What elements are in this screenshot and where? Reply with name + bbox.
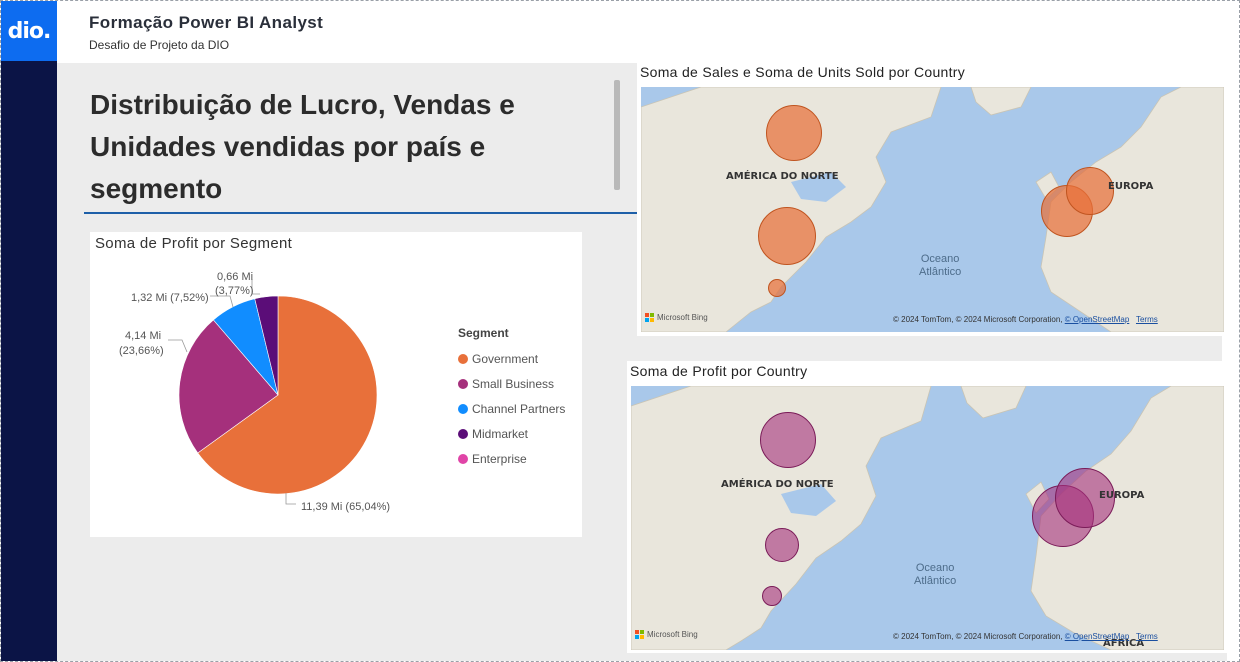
legend-item-midmarket[interactable]: Midmarket (458, 421, 565, 446)
label-midmarket-value: 0,66 Mi (217, 271, 253, 283)
pie-legend: Segment Government Small Business Channe… (458, 326, 565, 471)
map-land-shapes (641, 87, 1224, 332)
legend-item-channel-partners[interactable]: Channel Partners (458, 396, 565, 421)
label-channel-partners: 1,32 Mi (7,52%) (131, 292, 209, 304)
bubble-mexico[interactable] (768, 279, 786, 297)
pie-chart-card[interactable]: Soma de Profit por Segment 0,66 Mi (3,77… (90, 232, 582, 537)
microsoft-logo-icon (645, 313, 654, 322)
map2-attrib-text: © 2024 TomTom, © 2024 Microsoft Corporat… (893, 632, 1065, 641)
bubble-canada[interactable] (766, 105, 822, 161)
pie-slice-small-business[interactable] (178, 319, 279, 454)
map2-label-africa: ÁFRICA (1103, 638, 1145, 649)
bubble-germany-profit[interactable] (1055, 468, 1115, 528)
bubble-germany[interactable] (1066, 167, 1114, 215)
heading-line-1: Distribuição de Lucro, Vendas e (90, 89, 515, 120)
map2-attribution: © 2024 TomTom, © 2024 Microsoft Corporat… (893, 632, 1158, 641)
report-header: Formação Power BI Analyst Desafio de Pro… (57, 1, 1227, 63)
label-midmarket-pct: (3,77%) (215, 285, 254, 297)
microsoft-logo-icon (635, 630, 644, 639)
legend-dot-midmarket (458, 428, 468, 439)
page-heading: Distribuição de Lucro, Vendas e Unidades… (90, 84, 590, 210)
legend-dot-small-business (458, 378, 468, 389)
label-government: 11,39 Mi (65,04%) (301, 501, 390, 513)
logo-text: dio. (7, 18, 52, 44)
legend-title: Segment (458, 326, 509, 340)
pie-slice-midmarket[interactable] (254, 295, 279, 396)
map-sales-units[interactable]: AMÉRICA DO NORTE EUROPA Oceano Atlântico… (641, 87, 1224, 332)
map1-ocean-line-1: Oceano (920, 253, 960, 265)
legend-item-small-business[interactable]: Small Business (458, 371, 565, 396)
legend-dot-channel-partners (458, 403, 468, 414)
sidebar: dio. (1, 1, 57, 661)
legend-label-channel-partners: Channel Partners (472, 401, 566, 416)
map2-label-europe: EUROPA (1099, 490, 1145, 501)
map2-ocean-line-2: Atlântico (914, 575, 957, 587)
map1-label-north-america: AMÉRICA DO NORTE (726, 171, 839, 182)
map-sales-units-card[interactable]: Soma de Sales e Soma de Units Sold por C… (637, 63, 1228, 336)
map-profit-title: Soma de Profit por Country (630, 363, 808, 379)
heading-divider (84, 212, 637, 214)
pie-chart-title: Soma de Profit por Segment (95, 235, 293, 252)
map1-ocean-label: Oceano Atlântico (919, 253, 961, 279)
legend-dot-government (458, 353, 468, 364)
legend-dot-enterprise (458, 453, 468, 464)
pie-slice-government[interactable] (197, 295, 378, 495)
map2-bing-text: Microsoft Bing (647, 630, 698, 639)
bubble-usa[interactable] (758, 207, 816, 265)
map2-ocean-label: Oceano Atlântico (914, 562, 956, 588)
bubble-usa-profit[interactable] (765, 528, 799, 562)
map-sales-units-title: Soma de Sales e Soma de Units Sold por C… (640, 64, 966, 80)
leader-line-midmarket (251, 279, 260, 295)
map1-bing-logo: Microsoft Bing (645, 313, 708, 322)
map1-label-europe: EUROPA (1108, 181, 1154, 192)
map2-osm-link[interactable]: © OpenStreetMap (1064, 632, 1130, 641)
report-subtitle: Desafio de Projeto da DIO (89, 38, 230, 52)
dio-logo: dio. (1, 1, 57, 61)
text-scrollbar[interactable] (614, 80, 620, 190)
map-profit[interactable]: AMÉRICA DO NORTE EUROPA ÁFRICA Oceano At… (631, 386, 1224, 650)
legend-item-government[interactable]: Government (458, 346, 565, 371)
label-small-business-value: 4,14 Mi (125, 330, 161, 342)
legend-label-government: Government (472, 351, 539, 366)
bubble-canada-profit[interactable] (760, 412, 816, 468)
map1-bing-text: Microsoft Bing (657, 313, 708, 322)
map2-bing-logo: Microsoft Bing (635, 630, 698, 639)
map-profit-card[interactable]: Soma de Profit por Country AMÉRICA DO NO… (627, 361, 1228, 653)
map1-terms-link[interactable]: Terms (1135, 315, 1158, 324)
heading-line-2: Unidades vendidas por país e (90, 131, 486, 162)
map2-land-shapes (631, 386, 1224, 650)
map1-ocean-line-2: Atlântico (919, 266, 962, 278)
map2-label-north-america: AMÉRICA DO NORTE (721, 479, 834, 490)
pie-chart[interactable]: 0,66 Mi (3,77%) 1,32 Mi (7,52%) 4,14 Mi … (90, 232, 582, 537)
legend-label-small-business: Small Business (472, 376, 555, 391)
leader-line-channel-partners (210, 295, 234, 308)
leader-line-small-business (168, 339, 188, 353)
map1-attribution: © 2024 TomTom, © 2024 Microsoft Corporat… (893, 315, 1158, 324)
label-small-business-pct: (23,66%) (119, 345, 164, 357)
legend-label-enterprise: Enterprise (472, 451, 527, 466)
leader-line-government (285, 493, 296, 505)
report-title: Formação Power BI Analyst (89, 13, 324, 32)
map2-ocean-line-1: Oceano (915, 562, 955, 574)
heading-line-3: segmento (90, 173, 223, 204)
legend-item-enterprise[interactable]: Enterprise (458, 446, 565, 471)
map1-osm-link[interactable]: © OpenStreetMap (1064, 315, 1130, 324)
map1-attrib-text: © 2024 TomTom, © 2024 Microsoft Corporat… (893, 315, 1065, 324)
bubble-mexico-profit[interactable] (762, 586, 782, 606)
legend-label-midmarket: Midmarket (472, 426, 529, 441)
map2-terms-link[interactable]: Terms (1135, 632, 1158, 641)
